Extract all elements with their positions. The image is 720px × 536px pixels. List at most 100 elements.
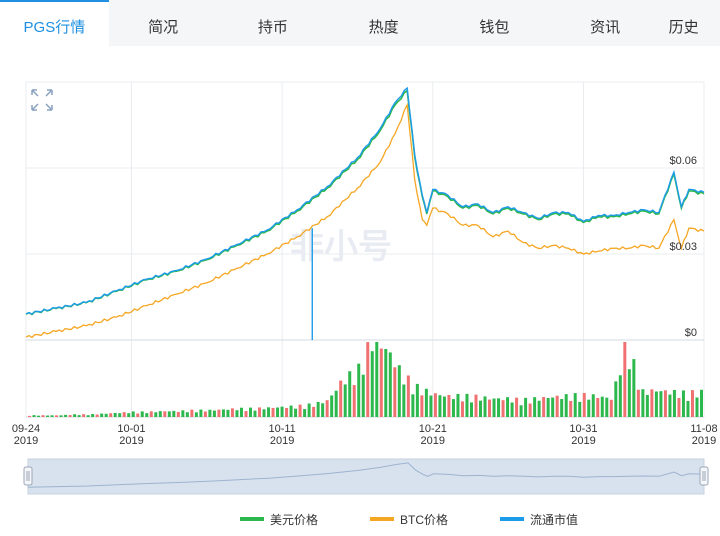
volume-bar: [451, 399, 455, 417]
volume-bar: [41, 415, 45, 417]
volume-bar: [438, 395, 442, 417]
volume-bar: [645, 394, 649, 417]
volume-bar: [244, 411, 248, 417]
usd-price-line: [25, 89, 705, 316]
volume-bar: [560, 399, 564, 417]
volume-bar: [127, 413, 131, 417]
volume-bar: [348, 371, 352, 417]
x-tick-year: 2019: [270, 435, 294, 447]
volume-bar: [654, 391, 658, 417]
y-tick-label: $0: [685, 327, 697, 339]
volume-bar: [276, 407, 280, 417]
legend-market-cap[interactable]: 流通市值: [500, 508, 578, 530]
volume-bar: [154, 412, 158, 417]
volume-bar: [465, 393, 469, 417]
volume-bar: [442, 396, 446, 417]
tab-wallet[interactable]: 钱包: [479, 19, 510, 36]
volume-bar: [460, 401, 464, 417]
volume-bar: [50, 415, 54, 417]
volume-bar: [492, 398, 496, 417]
volume-bar: [497, 398, 501, 417]
volume-bar: [411, 394, 415, 417]
tab-popularity[interactable]: 热度: [368, 19, 399, 36]
volume-bar: [95, 414, 99, 417]
tab-holders[interactable]: 持币: [257, 19, 288, 36]
volume-bar: [618, 375, 622, 417]
volume-bar: [537, 400, 541, 417]
legend-swatch: [240, 517, 264, 521]
volume-bar: [375, 342, 379, 417]
x-tick-year: 2019: [692, 435, 716, 447]
volume-bar: [429, 395, 433, 417]
volume-bar: [145, 413, 149, 417]
volume-bar: [235, 410, 239, 417]
volume-bar: [700, 389, 703, 417]
volume-bar: [316, 401, 320, 417]
volume-bar: [82, 414, 86, 417]
volume-bar: [68, 415, 72, 417]
legend-label: 美元价格: [270, 512, 319, 527]
volume-bar: [469, 402, 473, 417]
volume-bar: [636, 389, 640, 417]
y-tick-label: $0.03: [669, 241, 697, 253]
volume-bar: [596, 397, 600, 417]
volume-bar: [203, 411, 207, 417]
volume-bar: [366, 342, 370, 417]
volume-bar: [307, 403, 311, 417]
navigator-handle[interactable]: [23, 466, 33, 486]
volume-bar: [73, 414, 77, 417]
tab-history[interactable]: 历史: [668, 19, 699, 36]
x-tick-label: 10-31: [569, 423, 597, 435]
volume-bar: [64, 414, 68, 417]
tab-overview[interactable]: 简况: [148, 19, 179, 36]
volume-bar: [447, 394, 451, 417]
volume-bar: [321, 403, 325, 417]
volume-bar: [91, 414, 95, 417]
legend-btc-price[interactable]: BTC价格: [370, 508, 448, 530]
volume-bar: [221, 409, 225, 417]
x-tick-label: 11-08: [690, 423, 717, 435]
fullscreen-icon[interactable]: [28, 86, 56, 114]
volume-bar: [280, 406, 284, 417]
legend-label: 流通市值: [530, 512, 579, 527]
volume-bar: [672, 389, 676, 417]
volume-bar: [614, 381, 618, 417]
volume-bar: [32, 415, 36, 417]
volume-bar: [208, 409, 212, 417]
volume-bar: [551, 397, 555, 417]
volume-bar: [113, 412, 117, 417]
volume-bar: [663, 390, 667, 417]
x-tick-label: 09-24: [12, 423, 40, 435]
volume-bar: [402, 384, 406, 417]
volume-bar: [253, 410, 257, 417]
navigator-handle[interactable]: [699, 466, 709, 486]
volume-bar: [474, 394, 478, 417]
volume-bar: [298, 404, 302, 417]
volume-bar: [488, 399, 492, 417]
volume-bar: [190, 409, 194, 417]
volume-bar: [226, 409, 230, 417]
tab-market[interactable]: PGS行情: [0, 0, 109, 46]
navigator-series: [27, 462, 705, 488]
watermark-text: 非小号: [290, 228, 392, 266]
volume-bar: [695, 397, 699, 417]
tab-news[interactable]: 资讯: [590, 19, 621, 36]
volume-bar: [330, 395, 334, 417]
volume-bar: [312, 406, 316, 417]
volume-bar: [379, 348, 383, 417]
volume-bar: [217, 409, 221, 417]
x-tick-label: 10-11: [268, 423, 295, 435]
volume-bar: [149, 411, 153, 417]
volume-bar: [361, 374, 365, 417]
volume-bar: [239, 407, 243, 417]
volume-bar: [587, 399, 591, 417]
legend-usd-price[interactable]: 美元价格: [240, 508, 318, 530]
volume-bar: [686, 400, 690, 417]
volume-bar: [546, 397, 550, 417]
volume-bar: [158, 411, 162, 417]
volume-bar: [506, 397, 510, 417]
x-tick-year: 2019: [421, 435, 445, 447]
volume-bar: [289, 405, 293, 417]
volume-bar: [524, 397, 528, 417]
volume-bar: [433, 393, 437, 417]
